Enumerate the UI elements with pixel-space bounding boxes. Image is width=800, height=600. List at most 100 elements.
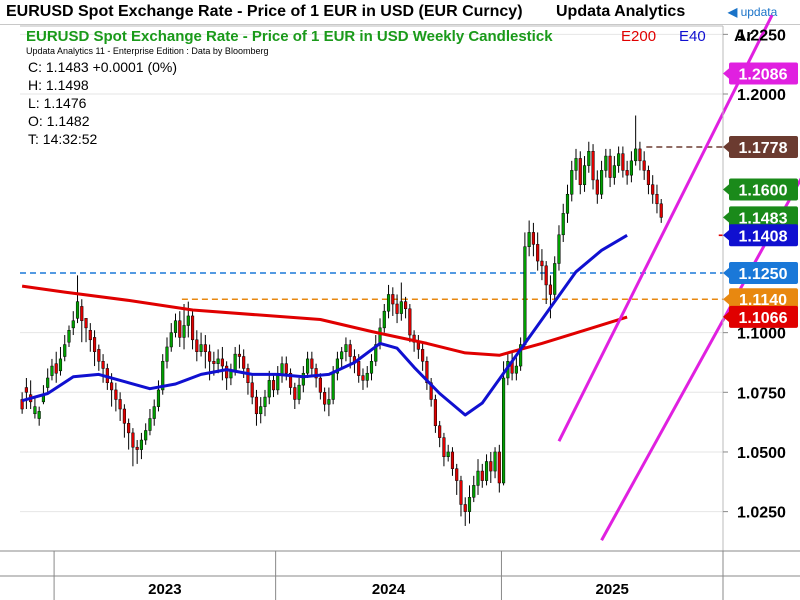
x-tick-label: 2024 — [372, 581, 406, 598]
candle-body — [323, 392, 327, 405]
candle-body — [33, 406, 37, 415]
candle-body — [220, 358, 224, 367]
candle-body — [608, 155, 612, 178]
candle-body — [604, 155, 608, 171]
candle-body — [651, 184, 655, 195]
candle-body — [131, 432, 135, 448]
legend-e40: E40 — [679, 28, 706, 45]
candle-body — [634, 148, 638, 162]
candle-body — [638, 148, 642, 162]
candle-body — [293, 387, 297, 400]
updata-logo-icon: ◀ — [728, 5, 738, 19]
candle-body — [263, 396, 267, 407]
price-tag — [729, 305, 798, 328]
candle-body — [421, 349, 425, 362]
axis-corner-label: Ar — [734, 26, 753, 45]
candle-body — [433, 399, 437, 426]
candle-body — [425, 361, 429, 384]
price-tag-pointer — [723, 229, 730, 242]
candle-body — [442, 437, 446, 457]
legend-e200: E200 — [621, 28, 656, 45]
price-tag — [729, 288, 798, 311]
candle-body — [203, 344, 207, 352]
candle-body — [480, 470, 484, 481]
price-tag-label: 1.1408 — [739, 228, 788, 245]
candle-body — [118, 399, 122, 410]
candle-body — [659, 203, 663, 218]
candle-body — [37, 411, 41, 419]
candle-body — [208, 351, 212, 362]
candle-body — [391, 294, 395, 305]
moving-averages — [21, 234, 628, 417]
y-tick-label: 1.1000 — [737, 326, 786, 343]
updata-logo-text: updata — [740, 5, 778, 19]
candle-body — [404, 301, 408, 310]
candle-body — [412, 334, 416, 343]
candle-body — [318, 377, 322, 393]
price-tag — [729, 62, 798, 85]
candle-body — [484, 461, 489, 481]
price-tag-pointer — [723, 310, 730, 323]
ma-line-e200 — [21, 284, 628, 357]
candle-body — [267, 380, 271, 398]
candle-body — [565, 193, 570, 214]
candle-body — [242, 356, 246, 369]
candle-body — [216, 358, 220, 364]
ohlc-high: H: 1.1498 — [28, 77, 89, 93]
candle-body — [472, 485, 476, 498]
candle-body — [97, 349, 101, 362]
candle-body — [71, 320, 75, 329]
candle-body — [314, 368, 318, 379]
candle-body — [557, 234, 561, 264]
candle-body — [24, 387, 28, 393]
candle-body — [237, 353, 241, 357]
updata-logo: ◀ updata — [728, 5, 777, 19]
candle-body — [63, 344, 67, 357]
price-tag-label: 1.1250 — [739, 266, 788, 283]
ohlc-low: L: 1.1476 — [28, 95, 87, 111]
candle-body — [438, 425, 442, 438]
candle-body — [284, 363, 288, 374]
candle-body — [340, 351, 344, 360]
time-axis: 2023 2024 2025 — [53, 551, 724, 600]
candle-body — [374, 344, 378, 362]
candle-body — [595, 179, 599, 195]
candle-body — [182, 325, 186, 338]
candle-body — [46, 377, 50, 388]
price-tag — [729, 178, 798, 201]
y-tick-label: 1.2000 — [737, 87, 786, 104]
candle-body — [58, 358, 63, 372]
candle-body — [250, 382, 254, 398]
candle-body — [110, 382, 114, 391]
price-tag-label: 1.1140 — [739, 292, 787, 309]
candle-body — [642, 160, 646, 171]
candle-body — [540, 260, 544, 267]
title-bar: EURUSD Spot Exchange Rate - Price of 1 E… — [0, 0, 800, 25]
candle-body — [84, 318, 88, 329]
candle-body — [122, 408, 126, 424]
candle-body — [561, 213, 565, 236]
candle-body — [67, 330, 71, 343]
candle-body — [54, 363, 58, 374]
candle-body — [331, 372, 335, 400]
candle-body — [161, 361, 165, 391]
candle-body — [88, 330, 92, 341]
candle-body — [369, 361, 374, 374]
candle-body — [621, 153, 625, 171]
candle-body — [570, 170, 574, 195]
candle-body — [365, 372, 369, 381]
candle-body — [514, 365, 518, 374]
candle-body — [348, 344, 352, 357]
candle-body — [612, 165, 616, 178]
candle-body — [527, 232, 531, 247]
ohlc-close: C: 1.1483 +0.0001 (0%) — [28, 59, 177, 75]
candle-body — [288, 372, 293, 388]
plot-area[interactable] — [20, 26, 723, 551]
candle-body — [344, 344, 348, 352]
candle-body — [127, 423, 131, 434]
price-tag-label: 1.1600 — [739, 182, 788, 199]
candle-body — [587, 151, 591, 166]
candle-body — [591, 151, 595, 181]
ma-line-e40 — [21, 234, 628, 417]
